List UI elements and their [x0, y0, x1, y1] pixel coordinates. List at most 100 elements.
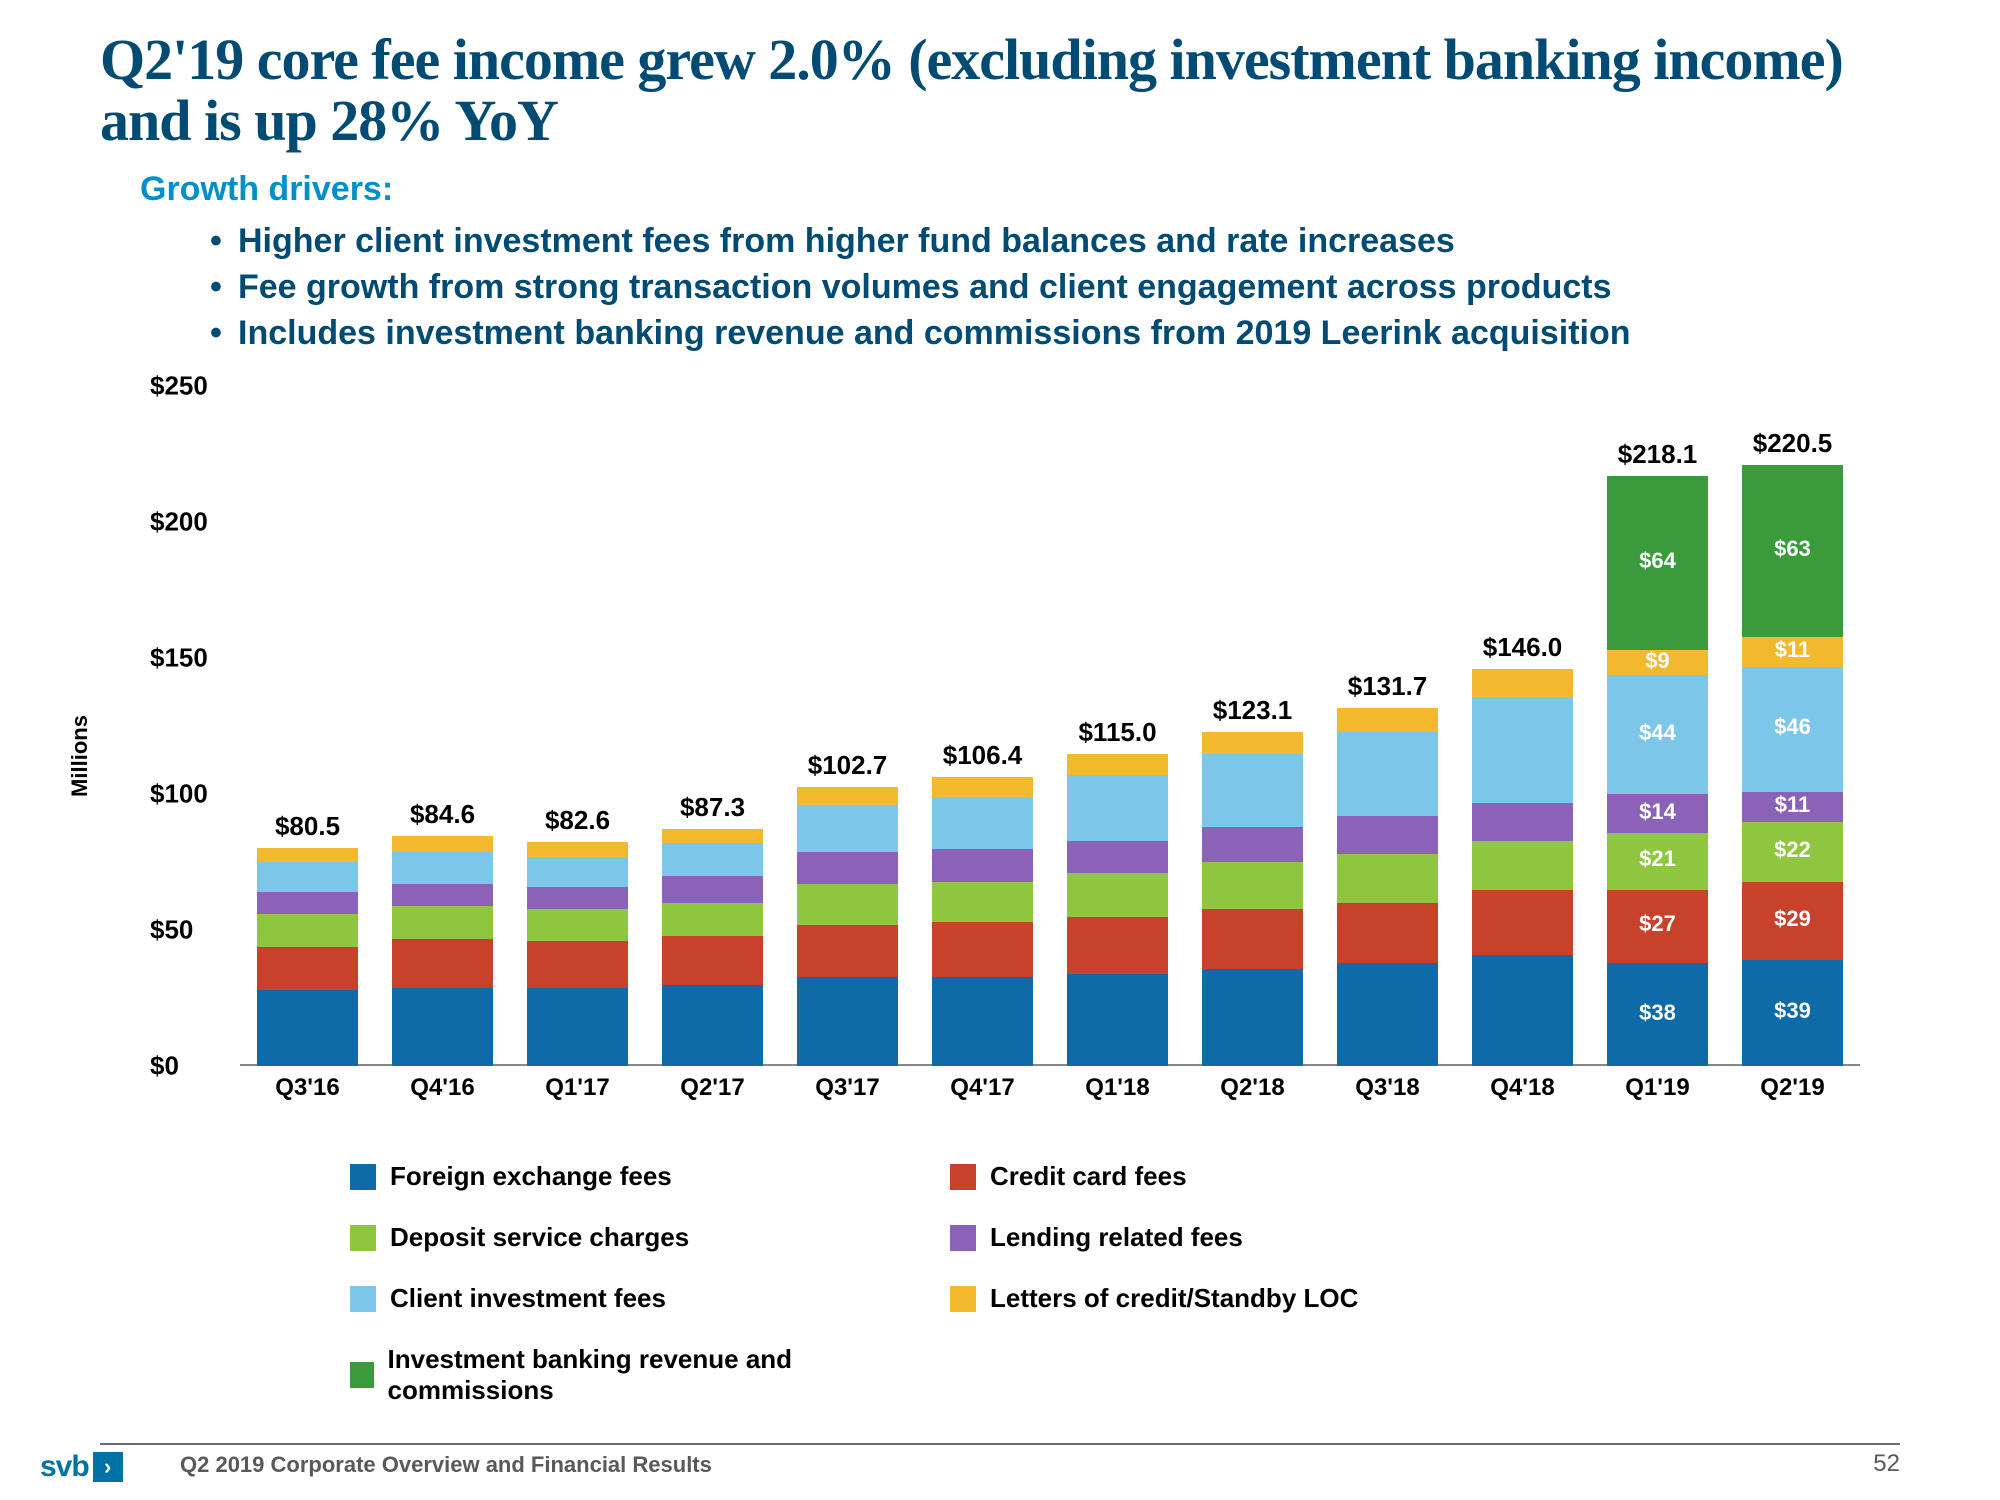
bar-segment [1472, 890, 1573, 955]
segment-value-label: $38 [1607, 1000, 1708, 1026]
bar-total-label: $102.7 [808, 750, 888, 781]
bar-segment [257, 848, 358, 863]
legend-swatch [950, 1225, 976, 1251]
bar-segment [1472, 955, 1573, 1067]
x-tick-label: Q1'17 [545, 1074, 609, 1102]
bar-segment [797, 852, 898, 885]
bar-segment [1202, 909, 1303, 969]
bar-total-label: $106.4 [943, 740, 1023, 771]
bar-total-label: $87.3 [680, 792, 745, 823]
bar-segment [932, 922, 1033, 976]
footer-text: Q2 2019 Corporate Overview and Financial… [180, 1452, 712, 1478]
bar-segment [1472, 669, 1573, 696]
bar-total-label: $123.1 [1213, 695, 1293, 726]
legend-label: Lending related fees [990, 1222, 1243, 1253]
bar-segment [527, 909, 628, 942]
segment-value-label: $11 [1742, 637, 1843, 663]
bar-segment [932, 882, 1033, 923]
bullet-item: Fee growth from strong transaction volum… [210, 265, 1900, 311]
bar-segment [392, 884, 493, 906]
plot-area: $0$50$100$150$200$250$80.5Q3'16$84.6Q4'1… [240, 386, 1860, 1066]
bar-segment [1337, 732, 1438, 816]
bar-segment [1067, 754, 1168, 776]
y-tick-label: $50 [150, 915, 193, 946]
bar-segment [662, 829, 763, 843]
page-title: Q2'19 core fee income grew 2.0% (excludi… [100, 30, 1900, 152]
y-axis-label: Millions [67, 716, 93, 798]
y-tick-label: $250 [150, 371, 208, 402]
bar-total-label: $84.6 [410, 799, 475, 830]
y-tick-label: $100 [150, 779, 208, 810]
bar-segment [797, 977, 898, 1067]
segment-value-label: $39 [1742, 998, 1843, 1024]
x-tick-label: Q2'19 [1760, 1074, 1824, 1102]
legend-swatch [950, 1286, 976, 1312]
segment-value-label: $29 [1742, 906, 1843, 932]
bar-segment [662, 936, 763, 985]
segment-value-label: $46 [1742, 714, 1843, 740]
y-tick-label: $200 [150, 507, 208, 538]
bullet-list: Higher client investment fees from highe… [210, 219, 1900, 357]
bar-segment [392, 988, 493, 1067]
y-tick-label: $150 [150, 643, 208, 674]
legend-swatch [350, 1362, 374, 1388]
bar-segment [1472, 697, 1573, 803]
legend-item: Deposit service charges [350, 1222, 910, 1253]
bar-total-label: $82.6 [545, 805, 610, 836]
bar-segment [392, 852, 493, 885]
bar-segment [662, 985, 763, 1067]
bar-segment [797, 925, 898, 977]
bar-segment [1337, 903, 1438, 963]
bar-segment [1067, 974, 1168, 1066]
legend-label: Letters of credit/Standby LOC [990, 1283, 1358, 1314]
bar-segment [797, 884, 898, 925]
bar-segment [1472, 803, 1573, 841]
x-tick-label: Q1'18 [1085, 1074, 1149, 1102]
bar-segment [662, 843, 763, 876]
bar-segment [392, 906, 493, 939]
bar-total-label: $220.5 [1753, 428, 1833, 459]
legend-swatch [350, 1225, 376, 1251]
bar-segment [257, 862, 358, 892]
legend-item: Lending related fees [950, 1222, 1510, 1253]
segment-value-label: $9 [1607, 648, 1708, 674]
bar-segment [932, 797, 1033, 849]
bar-segment [527, 887, 628, 909]
segment-value-label: $11 [1742, 792, 1843, 818]
legend-item: Credit card fees [950, 1161, 1510, 1192]
x-tick-label: Q3'16 [275, 1074, 339, 1102]
bar-segment [932, 977, 1033, 1067]
x-tick-label: Q2'18 [1220, 1074, 1284, 1102]
bar-segment [1067, 775, 1168, 840]
bar-segment [1067, 873, 1168, 917]
segment-value-label: $21 [1607, 846, 1708, 872]
svb-logo: svb › [40, 1448, 123, 1486]
bar-total-label: $131.7 [1348, 671, 1428, 702]
segment-value-label: $27 [1607, 911, 1708, 937]
bar-segment [257, 947, 358, 991]
bar-segment [662, 903, 763, 936]
bar-segment [1202, 969, 1303, 1067]
chevron-right-icon: › [93, 1452, 123, 1482]
bar-segment [1067, 917, 1168, 974]
bar-segment [1337, 816, 1438, 854]
x-tick-label: Q4'17 [950, 1074, 1014, 1102]
segment-value-label: $22 [1742, 837, 1843, 863]
stacked-bar-chart: Millions $0$50$100$150$200$250$80.5Q3'16… [100, 386, 1900, 1126]
bar-segment [1472, 841, 1573, 890]
legend-label: Foreign exchange fees [390, 1161, 672, 1192]
legend-label: Credit card fees [990, 1161, 1187, 1192]
bar-segment [797, 787, 898, 805]
bar-total-label: $146.0 [1483, 632, 1563, 663]
growth-drivers-label: Growth drivers: [140, 170, 1900, 209]
x-tick-label: Q1'19 [1625, 1074, 1689, 1102]
legend-item: Letters of credit/Standby LOC [950, 1283, 1510, 1314]
legend-item: Client investment fees [350, 1283, 910, 1314]
bar-segment [1337, 963, 1438, 1066]
bar-segment [932, 849, 1033, 882]
bar-total-label: $80.5 [275, 811, 340, 842]
legend-swatch [350, 1164, 376, 1190]
x-tick-label: Q4'16 [410, 1074, 474, 1102]
page-number: 52 [1873, 1450, 1900, 1478]
x-tick-label: Q2'17 [680, 1074, 744, 1102]
